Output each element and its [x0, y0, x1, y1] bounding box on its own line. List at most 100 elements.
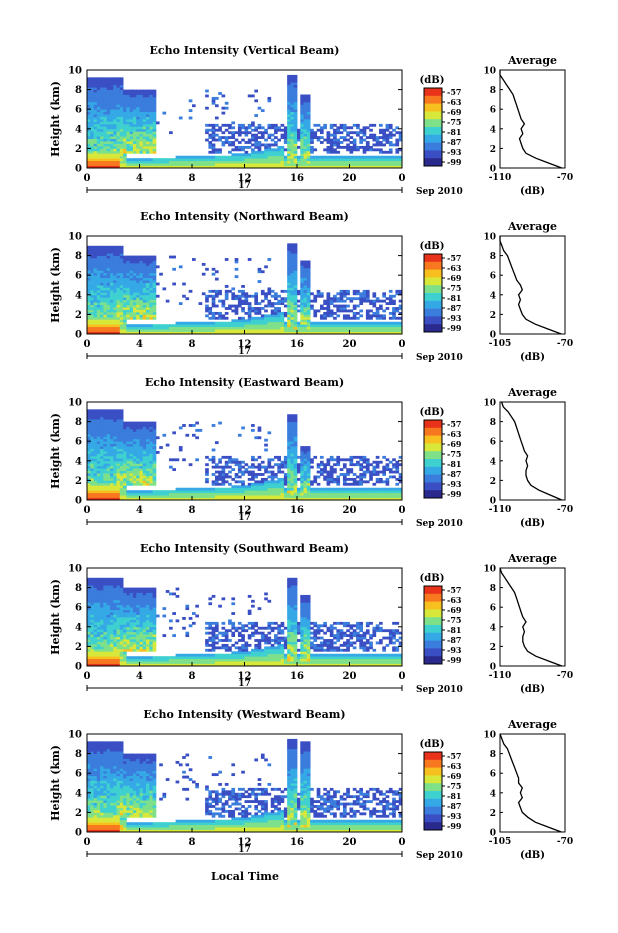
heatmap-cell: [267, 324, 271, 327]
heatmap-cell: [343, 156, 347, 159]
heatmap-cell: [294, 131, 298, 134]
heatmap-cell: [218, 136, 222, 139]
heatmap-cell: [340, 136, 344, 139]
heatmap-cell: [87, 136, 91, 139]
heatmap-cell: [294, 424, 298, 427]
heatmap-cell: [123, 461, 127, 464]
heatmap-cell: [264, 163, 268, 166]
heatmap-cell: [100, 153, 104, 156]
heatmap-cell: [146, 307, 150, 310]
heatmap-cell: [277, 163, 281, 166]
heatmap-cell: [110, 456, 114, 459]
heatmap-cell: [254, 146, 258, 149]
heatmap-cell: [130, 134, 134, 137]
heatmap-cell: [267, 476, 271, 479]
heatmap-cell: [153, 97, 157, 100]
heatmap-cell: [123, 112, 127, 115]
heatmap-cell: [97, 258, 101, 261]
heatmap-cell: [323, 163, 327, 166]
heatmap-cell: [94, 251, 98, 254]
heatmap-cell: [149, 292, 153, 295]
heatmap-cell: [110, 124, 114, 127]
heatmap-cell: [185, 324, 189, 327]
heatmap-cell: [327, 305, 331, 308]
heatmap-cell: [353, 139, 357, 142]
heatmap-cell: [140, 468, 144, 471]
heatmap-cell: [392, 312, 396, 315]
heatmap-cell: [294, 109, 298, 112]
heatmap-cell: [103, 468, 107, 471]
heatmap-cell: [241, 485, 245, 488]
heatmap-cell: [267, 490, 271, 493]
heatmap-cell: [235, 268, 239, 271]
heatmap-cell: [304, 285, 308, 288]
heatmap-cell: [143, 312, 147, 315]
heatmap-cell: [379, 305, 383, 308]
heatmap-cell: [182, 295, 186, 298]
heatmap-cell: [133, 148, 137, 151]
heatmap-cell: [287, 488, 291, 491]
heatmap-cell: [241, 153, 245, 156]
heatmap-cell: [123, 275, 127, 278]
heatmap-cell: [117, 312, 121, 315]
heatmap-cell: [87, 95, 91, 98]
heatmap-cell: [353, 324, 357, 327]
heatmap-cell: [123, 327, 127, 330]
heatmap-cell: [143, 431, 147, 434]
heatmap-cell: [317, 483, 321, 486]
heatmap-cell: [149, 324, 153, 327]
avg-x-tick-label: -70: [557, 339, 573, 349]
heatmap-cell: [297, 495, 301, 498]
heatmap-cell: [343, 490, 347, 493]
heatmap-cell: [123, 261, 127, 264]
heatmap-cell: [120, 119, 124, 122]
heatmap-cell: [241, 307, 245, 310]
heatmap-cell: [353, 124, 357, 127]
heatmap-cell: [149, 431, 153, 434]
heatmap-cell: [103, 97, 107, 100]
heatmap-cell: [218, 314, 222, 317]
heatmap-cell: [94, 134, 98, 137]
heatmap-cell: [130, 141, 134, 144]
heatmap-cell: [313, 490, 317, 493]
heatmap-cell: [320, 493, 324, 496]
heatmap-cell: [113, 463, 117, 466]
heatmap-cell: [176, 156, 180, 159]
heatmap-cell: [225, 158, 229, 161]
heatmap-cell: [307, 329, 311, 332]
heatmap-cell: [90, 485, 94, 488]
heatmap-cell: [261, 319, 265, 322]
heatmap-cell: [218, 476, 222, 479]
heatmap-cell: [113, 95, 117, 98]
heatmap-cell: [366, 156, 370, 159]
heatmap-cell: [107, 144, 111, 147]
heatmap-cell: [103, 490, 107, 493]
heatmap-cell: [192, 434, 196, 437]
heatmap-cell: [100, 471, 104, 474]
heatmap-cell: [287, 458, 291, 461]
heatmap-cell: [218, 458, 222, 461]
heatmap-cell: [287, 436, 291, 439]
heatmap-cell: [113, 305, 117, 308]
heatmap-cell: [346, 297, 350, 300]
heatmap-cell: [110, 256, 114, 259]
heatmap-cell: [212, 322, 216, 325]
heatmap-cell: [103, 104, 107, 107]
heatmap-cell: [149, 312, 153, 315]
heatmap-cell: [363, 156, 367, 159]
heatmap-cell: [304, 278, 308, 281]
heatmap-cell: [123, 310, 127, 313]
heatmap-cell: [149, 310, 153, 313]
heatmap-cell: [185, 434, 189, 437]
heatmap-cell: [113, 156, 117, 159]
heatmap-cell: [110, 307, 114, 310]
heatmap-cell: [274, 493, 278, 496]
heatmap-cell: [100, 287, 104, 290]
heatmap-cell: [130, 302, 134, 305]
heatmap-cell: [120, 158, 124, 161]
heatmap-cell: [287, 117, 291, 120]
heatmap-cell: [323, 126, 327, 129]
heatmap-cell: [222, 483, 226, 486]
heatmap-cell: [100, 265, 104, 268]
heatmap-cell: [110, 495, 114, 498]
